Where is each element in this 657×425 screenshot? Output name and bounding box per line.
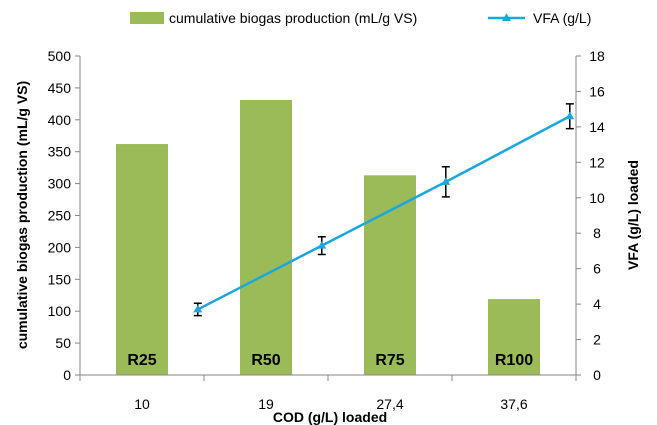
y-axis-title: cumulative biogas production (mL/g VS) [14, 81, 30, 349]
legend-label-biogas: cumulative biogas production (mL/g VS) [169, 10, 417, 26]
bar-0 [116, 144, 168, 375]
y2-tick-label-0: 0 [593, 367, 601, 383]
x-tick-label-1: 19 [258, 396, 274, 412]
vfa-point-0 [193, 304, 203, 313]
bar-2 [364, 175, 416, 375]
vfa-line [197, 115, 571, 311]
legend-marker-vfa [502, 13, 511, 21]
legend: cumulative biogas production (mL/g VS) V… [130, 10, 591, 26]
x-tick-label-0: 10 [134, 396, 150, 412]
y-tick-label-4: 200 [48, 239, 72, 255]
vfa-point-2 [441, 177, 451, 185]
vfa-point-3 [565, 111, 575, 120]
plot-area: 0 50 100 150 200 250 300 350 400 450 500 0 2 4 6 8 10 12 1… [48, 48, 605, 412]
bar-label-0: R25 [127, 352, 156, 369]
y-tick-label-1: 50 [55, 335, 71, 351]
y-tick-label-10: 500 [48, 48, 72, 64]
y-tick-label-8: 400 [48, 112, 72, 128]
y-tick-label-0: 0 [63, 367, 71, 383]
bar-label-1: R50 [251, 352, 280, 369]
y2-tick-label-7: 14 [589, 119, 605, 135]
y2-tick-label-2: 4 [593, 296, 601, 312]
y2-tick-label-1: 2 [593, 332, 601, 348]
y-tick-label-7: 350 [48, 144, 72, 160]
bar-3 [488, 299, 540, 375]
y2-tick-label-5: 10 [589, 190, 605, 206]
y2-tick-label-9: 18 [589, 48, 605, 64]
y2-tick-label-4: 8 [593, 225, 601, 241]
legend-label-vfa: VFA (g/L) [533, 10, 591, 26]
x-axis-title: COD (g/L) loaded [273, 409, 387, 425]
y2-tick-label-3: 6 [593, 261, 601, 277]
bar-1 [240, 100, 292, 375]
y-tick-label-2: 100 [48, 303, 72, 319]
bar-label-3: R100 [495, 352, 533, 369]
x-tick-label-3: 37,6 [500, 396, 527, 412]
y2-axis-title: VFA (g/L) loaded [625, 160, 641, 270]
y-tick-label-3: 150 [48, 271, 72, 287]
y-tick-label-9: 450 [48, 80, 72, 96]
vfa-point-1 [317, 241, 327, 249]
legend-swatch-biogas [130, 12, 164, 24]
bar-label-2: R75 [375, 352, 404, 369]
y2-tick-label-6: 12 [589, 154, 605, 170]
y2-tick-label-8: 16 [589, 83, 605, 99]
x-tick-label-2: 27,4 [376, 396, 403, 412]
y-tick-label-5: 250 [48, 208, 72, 224]
y-tick-label-6: 300 [48, 176, 72, 192]
